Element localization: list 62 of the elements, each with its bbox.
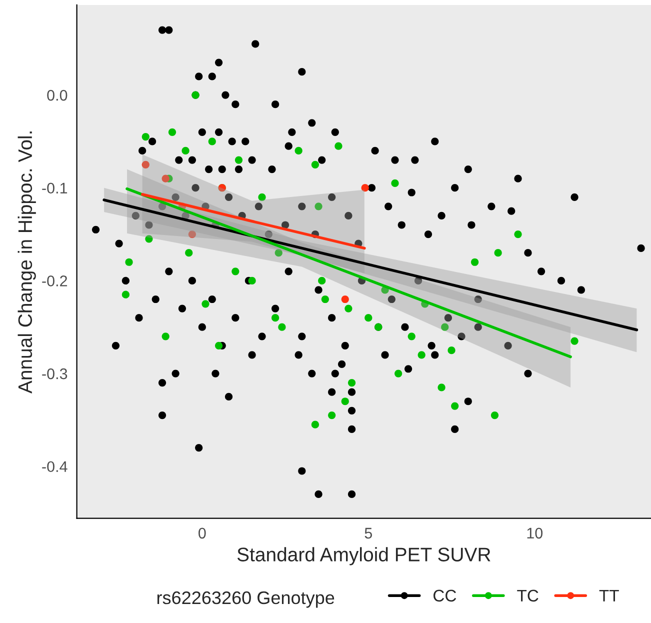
x-tick-label: 5 [364,528,372,539]
point [208,138,216,146]
point [334,142,342,150]
point [202,300,210,308]
point [394,370,402,378]
point [364,314,372,322]
point [278,323,286,331]
point [232,268,240,276]
point [361,184,369,192]
point [344,304,352,312]
point [162,174,170,182]
y-tick-label: -0.4 [42,461,68,472]
legend-label: TC [517,590,538,602]
point [125,258,133,266]
point [341,295,349,304]
point [341,398,349,406]
x-tick-label: 10 [527,528,543,539]
point [314,202,322,210]
point [451,402,459,410]
point [438,384,446,392]
point [408,332,416,340]
point [272,314,280,322]
point [142,160,150,168]
point [490,411,499,420]
point [122,290,130,298]
legend-label: CC [434,590,456,602]
legend-label: TT [599,590,619,602]
point [470,258,479,266]
point [418,351,426,359]
point [162,332,170,340]
point [168,128,176,136]
point [441,323,449,331]
y-tick-label: -0.2 [42,276,68,286]
y-axis-title: Annual Change in Hippoc. Vol. [18,132,36,394]
point [514,230,522,238]
point [234,156,243,164]
point [311,420,320,428]
point [494,249,502,257]
point [185,249,193,257]
point [328,411,336,420]
point [258,193,266,201]
y-tick-label: 0.0 [47,90,68,101]
point [214,342,223,350]
point [182,146,190,155]
point [311,160,320,168]
y-tick-label: -0.1 [42,182,68,194]
legend-title: rs62263260 Genotype [157,591,334,608]
point [570,337,578,345]
point [448,346,456,354]
point [294,146,302,155]
point [321,295,329,304]
point [142,133,150,141]
x-tick-label: 0 [198,528,206,539]
point [248,276,256,284]
point [318,276,326,284]
x-axis-title: Standard Amyloid PET SUVR [237,547,490,566]
point [391,179,399,188]
point [188,230,196,238]
y-tick-label: -0.3 [42,368,68,380]
point [348,379,356,387]
point [274,249,282,257]
point [145,235,153,243]
